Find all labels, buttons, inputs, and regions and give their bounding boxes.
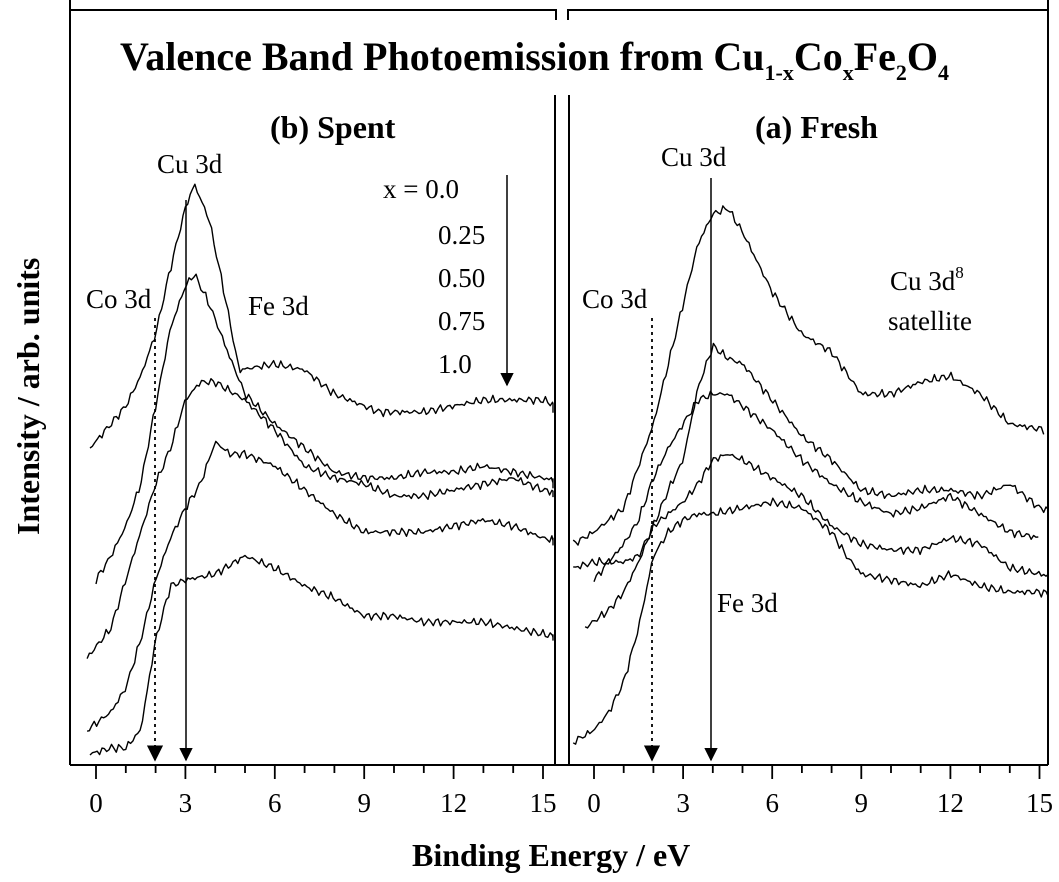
title-main: Valence Band Photoemission from Cu: [120, 34, 765, 79]
panel-title-spent: (b) Spent: [270, 109, 396, 145]
legend-x025: 0.25: [438, 220, 485, 250]
x-axis-tick-labels: 0 3 6 9 12 15 0 3 6 9 12 15: [89, 788, 1053, 818]
spent-series-1: [89, 183, 554, 449]
spent-cu3d-label: Cu 3d: [157, 149, 223, 179]
title-o: O: [907, 34, 938, 79]
fresh-series-5: [572, 497, 1049, 745]
figure-title: Valence Band Photoemission from Cu1-xCox…: [120, 34, 949, 85]
x-axis-ticks: [95, 765, 1041, 779]
fresh-tick-label: 3: [676, 788, 690, 818]
fresh-series-group: [572, 205, 1049, 745]
panel-title-fresh: (a) Fresh: [755, 109, 878, 145]
spent-annotations: Cu 3d Co 3d Fe 3d x = 0.0 0.25 0.50 0.75…: [86, 149, 514, 762]
spent-series-5: [89, 554, 554, 756]
spent-tick-label: 0: [89, 788, 103, 818]
fresh-tick-label: 9: [855, 788, 869, 818]
title-sub-x: x: [843, 60, 854, 85]
fresh-series-2: [584, 342, 1049, 629]
fresh-satellite-label-2: satellite: [888, 306, 972, 336]
fresh-co3d-label: Co 3d: [582, 284, 648, 314]
spent-tick-label: 12: [440, 788, 467, 818]
fresh-tick-label: 0: [587, 788, 601, 818]
legend-x050: 0.50: [438, 263, 485, 293]
spent-series-group: [86, 183, 554, 756]
legend-x00: x = 0.0: [383, 174, 459, 204]
x-axis-label: Binding Energy / eV: [412, 837, 690, 873]
spent-tick-label: 6: [268, 788, 282, 818]
outer-frame: [69, 0, 1049, 766]
spent-series-3: [86, 378, 554, 659]
panel-divider: [554, 95, 570, 765]
fresh-fe3d-label: Fe 3d: [717, 588, 778, 618]
fresh-satellite-label-1: Cu 3d8: [890, 263, 964, 296]
title-fe: Fe: [854, 34, 896, 79]
y-axis-label: Intensity / arb. units: [10, 258, 46, 535]
fresh-satellite-sup: 8: [955, 263, 964, 282]
fresh-tick-label: 15: [1026, 788, 1053, 818]
legend-x075: 0.75: [438, 306, 485, 336]
fresh-series-1: [572, 205, 1045, 546]
fresh-series-3: [593, 390, 1039, 583]
legend-x10: 1.0: [438, 349, 472, 379]
title-sub-2: 2: [896, 60, 907, 85]
title-co: Co: [794, 34, 843, 79]
title-sub-1: 1-x: [765, 60, 794, 85]
spent-tick-label: 3: [179, 788, 193, 818]
fresh-cu3d-label: Cu 3d: [661, 142, 727, 172]
title-sub-4: 4: [938, 60, 949, 85]
fresh-series-4: [573, 453, 1049, 584]
fresh-tick-label: 12: [937, 788, 964, 818]
spent-series-2: [95, 273, 554, 585]
fresh-satellite-text: Cu 3d: [890, 266, 956, 296]
spent-series-4: [86, 440, 554, 732]
spent-tick-label: 9: [357, 788, 371, 818]
fresh-annotations: Cu 3d Co 3d Fe 3d Cu 3d8 satellite: [582, 142, 972, 762]
spent-fe3d-label: Fe 3d: [248, 291, 309, 321]
spent-co3d-label: Co 3d: [86, 284, 152, 314]
fresh-tick-label: 6: [765, 788, 779, 818]
spent-tick-label: 15: [530, 788, 557, 818]
